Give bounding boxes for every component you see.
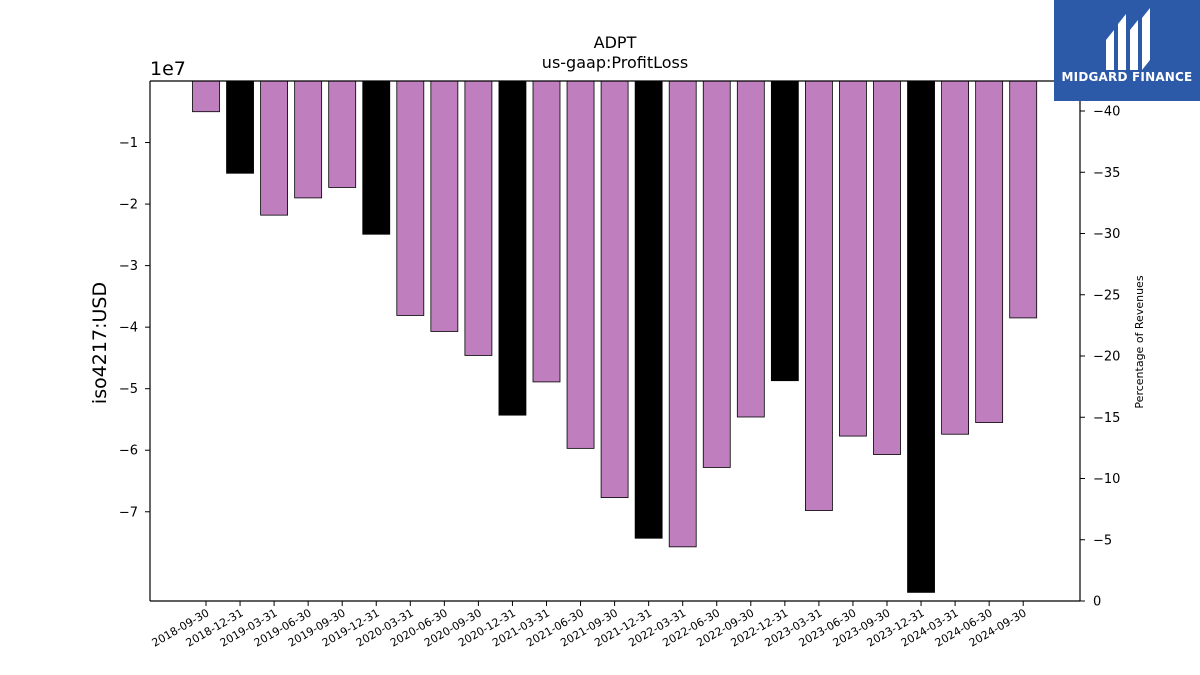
bar-2019-12-31 <box>362 80 391 235</box>
logo-text: MIDGARD FINANCE <box>1061 70 1193 84</box>
y-tick-label: −4 <box>119 321 138 336</box>
y2-tick-label: −40 <box>1093 105 1120 120</box>
bar-2022-12-31 <box>770 80 799 382</box>
bar-2019-06-30 <box>294 80 323 199</box>
bar-2020-12-31 <box>498 80 527 416</box>
logo-mark-icon <box>1106 8 1150 70</box>
y2-tick-label: 0 <box>1093 595 1101 610</box>
y2-tick-label: −20 <box>1093 350 1120 365</box>
chart-title: ADPT <box>594 33 637 52</box>
bar-2024-03-31 <box>941 80 969 435</box>
y2-tick-label: −10 <box>1093 472 1120 487</box>
y2-tick-label: −35 <box>1093 166 1120 181</box>
bar-2022-06-30 <box>702 80 731 468</box>
y-tick-label: −5 <box>119 382 138 397</box>
y2-tick-label: −25 <box>1093 288 1120 303</box>
bar-2021-09-30 <box>600 80 629 499</box>
y-tick-label: −2 <box>119 198 138 213</box>
bar-2020-03-31 <box>396 80 425 316</box>
bar-2023-12-31 <box>907 80 935 593</box>
bar-2024-09-30 <box>1009 80 1038 319</box>
y-axis-label: iso4217:USD <box>89 282 111 404</box>
bar-2020-06-30 <box>430 80 459 332</box>
y2-tick-label: −5 <box>1093 533 1112 548</box>
axes-group <box>145 80 1085 606</box>
bar-2023-06-30 <box>839 80 867 437</box>
bar-2021-12-31 <box>634 80 663 539</box>
y-tick-label: −3 <box>119 259 138 274</box>
bar-2024-06-30 <box>975 80 1004 423</box>
y-tick-label: −6 <box>119 444 138 459</box>
bar-2022-09-30 <box>736 80 765 418</box>
chart-subtitle: us-gaap:ProfitLoss <box>542 53 688 72</box>
y-tick-label: −1 <box>119 136 138 151</box>
bar-2018-09-30 <box>192 80 220 113</box>
y2-tick-label: −30 <box>1093 227 1120 242</box>
bar-2023-09-30 <box>873 80 901 455</box>
bar-2021-03-31 <box>532 80 561 383</box>
y2-axis-label: Percentage of Revenues <box>1133 275 1146 408</box>
bar-2022-03-31 <box>668 80 697 548</box>
y-offset-label: 1e7 <box>150 58 186 80</box>
bar-2023-03-31 <box>805 80 833 511</box>
bar-2019-03-31 <box>260 80 289 216</box>
y2-tick-label: −15 <box>1093 411 1120 426</box>
bar-2018-12-31 <box>226 80 254 174</box>
bars-group <box>192 80 1038 593</box>
y-tick-label: −7 <box>119 505 138 520</box>
bar-2019-09-30 <box>328 80 357 188</box>
bar-2021-06-30 <box>566 80 595 449</box>
brand-logo: MIDGARD FINANCE <box>1054 0 1200 101</box>
bar-2020-09-30 <box>464 80 493 356</box>
